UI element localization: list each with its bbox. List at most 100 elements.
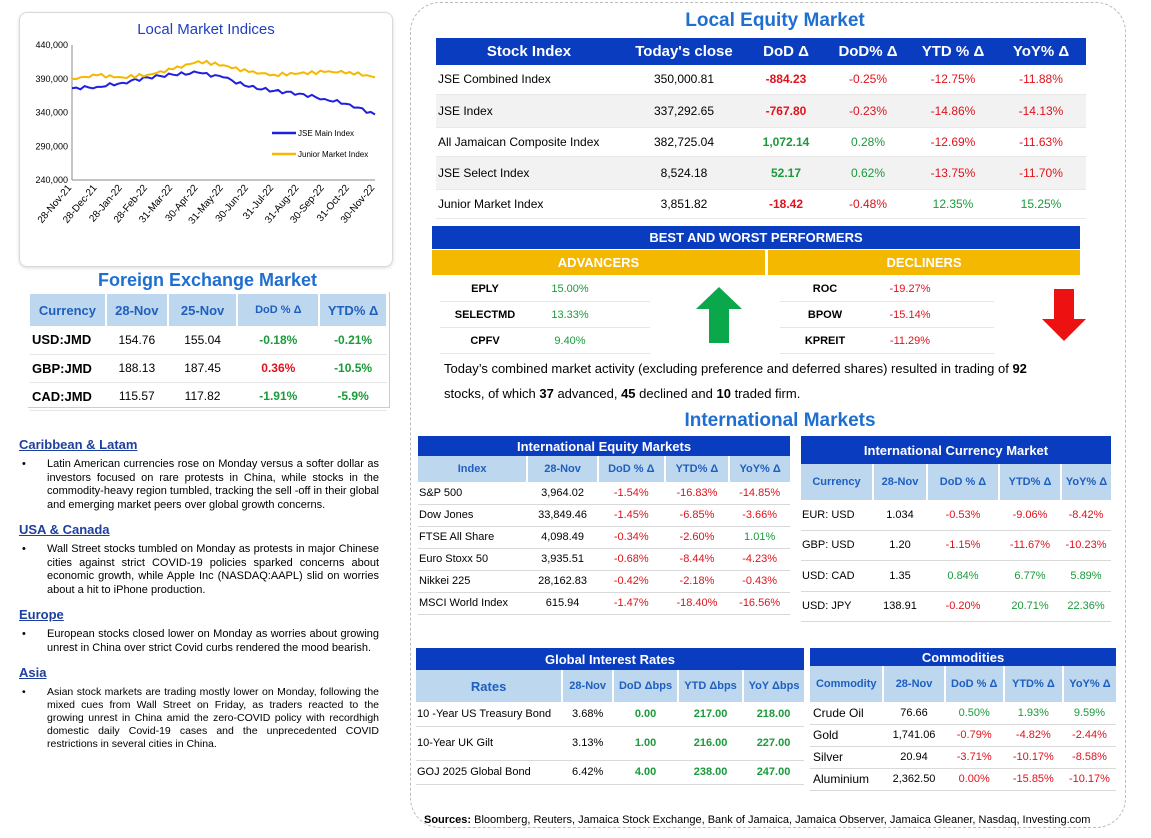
commodities-table: Commodities Commodity 28-Nov DoD % Δ YTD… <box>810 648 1116 791</box>
le-row: Junior Market Index 3,851.82 -18.42 -0.48% 1… <box>436 189 1086 218</box>
rates-ytd: 216.00 <box>678 726 744 761</box>
sources-line: Sources: Bloomberg, Reuters, Jamaica Sto… <box>424 814 1090 826</box>
fx-pair: USD:JMD <box>30 326 106 355</box>
fx-ytd: -0.21% <box>319 326 387 355</box>
equity-dod: -1.45% <box>597 504 665 527</box>
le-header: Stock Index <box>436 38 622 65</box>
commodities-dod: 0.50% <box>944 702 1004 725</box>
news-heading[interactable]: Asia <box>19 665 47 680</box>
fx-header: 28-Nov <box>105 294 169 326</box>
le-row: JSE Combined Index 350,000.81 -884.23 -0.25… <box>436 65 1086 94</box>
rates-value: 3.13% <box>562 726 614 761</box>
performer-symbol: BPOW <box>807 308 843 321</box>
currency-dod: -0.53% <box>927 500 999 531</box>
rates-yoy: 247.00 <box>743 760 804 785</box>
commodities-header: YoY% Δ <box>1062 666 1116 702</box>
performer-change: 15.00% <box>551 282 589 295</box>
chart-title: Local Market Indices <box>137 21 275 38</box>
summary-text: advanced, <box>553 386 622 401</box>
intl-currency-header: 28-Nov <box>873 464 928 500</box>
series-line <box>71 59 376 81</box>
y-tick-label: 240,000 <box>35 175 68 185</box>
rates-value: 6.42% <box>562 760 614 785</box>
equity-row: Dow Jones 33,849.46 -1.45% -6.85% -3.66% <box>418 504 790 527</box>
rates-ytd: 238.00 <box>678 760 744 785</box>
fx-current: 154.76 <box>105 326 168 355</box>
equity-yoy: -0.43% <box>729 570 790 593</box>
summary-text: Today’s combined market activity (exclud… <box>444 361 1013 376</box>
currency-ytd: 6.77% <box>999 560 1061 592</box>
commodities-dod: -3.71% <box>944 746 1004 769</box>
commodities-row: Gold 1,741.06 -0.79% -4.82% -2.44% <box>810 724 1116 747</box>
rates-row: 10 -Year US Treasury Bond 3.68% 0.00 217.00… <box>416 702 804 727</box>
commodities-row: Aluminium 2,362.50 0.00% -15.85% -10.17% <box>810 768 1116 791</box>
intl-equity-table: International Equity Markets Index 28-No… <box>418 436 790 615</box>
equity-row: Nikkei 225 28,162.83 -0.42% -2.18% -0.43% <box>418 570 790 593</box>
currency-row: EUR: USD 1.034 -0.53% -9.06% -8.42% <box>801 500 1111 531</box>
le-yoy: -11.63% <box>1019 134 1063 149</box>
equity-value: 4,098.49 <box>527 526 598 549</box>
equity-row: FTSE All Share 4,098.49 -0.34% -2.60% 1.01% <box>418 526 790 549</box>
commodities-name: Aluminium <box>810 768 884 791</box>
news-heading[interactable]: Europe <box>19 607 64 622</box>
equity-ytd: -18.40% <box>664 592 730 615</box>
commodities-yoy: 9.59% <box>1062 702 1116 725</box>
le-dod: -767.80 <box>765 103 807 118</box>
news-heading[interactable]: USA & Canada <box>19 522 110 537</box>
equity-ytd: -2.60% <box>664 526 730 549</box>
equity-dod: -0.42% <box>597 570 665 593</box>
y-tick-label: 440,000 <box>35 40 68 50</box>
news-heading[interactable]: Caribbean & Latam <box>19 437 138 452</box>
fx-pair: CAD:JMD <box>30 382 106 411</box>
le-close: 337,292.65 <box>653 103 715 118</box>
commodities-row: Silver 20.94 -3.71% -10.17% -8.58% <box>810 746 1116 769</box>
equity-dod: -0.34% <box>597 526 665 549</box>
performer-change: 9.40% <box>554 334 586 347</box>
advancer-row: EPLY 15.00% <box>440 276 650 302</box>
commodities-value: 76.66 <box>883 702 945 725</box>
le-dod: 1,072.14 <box>762 134 810 149</box>
currency-value: 1.034 <box>873 500 927 531</box>
interest-rates-table: Global Interest Rates Rates 28-Nov DoD Δ… <box>416 648 804 785</box>
le-index-name: JSE Select Index <box>438 165 530 180</box>
rates-name: 10 -Year US Treasury Bond <box>416 702 563 727</box>
rates-header: YoY Δbps <box>743 670 804 702</box>
rates-row: GOJ 2025 Global Bond 6.42% 4.00 238.00 247.0… <box>416 760 804 785</box>
commodities-yoy: -8.58% <box>1062 746 1116 769</box>
fx-header: 25-Nov <box>167 294 239 326</box>
rates-header: DoD Δbps <box>613 670 680 702</box>
equity-name: MSCI World Index <box>418 592 528 615</box>
le-ytd: 12.35% <box>932 196 974 211</box>
commodities-ytd: -15.85% <box>1003 768 1063 791</box>
performer-change: -19.27% <box>889 282 931 295</box>
fx-header: DoD % Δ <box>237 294 321 326</box>
commodities-row: Crude Oil 76.66 0.50% 1.93% 9.59% <box>810 702 1116 725</box>
fx-current: 115.57 <box>105 382 168 411</box>
currency-value: 1.20 <box>873 530 927 561</box>
equity-value: 615.94 <box>527 592 598 615</box>
summary-advanced-count: 37 <box>539 386 554 401</box>
local-equity-title: Local Equity Market <box>685 10 865 31</box>
news-text: Asian stock markets are trading mostly l… <box>19 686 379 751</box>
rates-header: 28-Nov <box>562 670 615 702</box>
intl-equity-header: DoD % Δ <box>597 456 666 482</box>
summary-declined-count: 45 <box>621 386 636 401</box>
fx-row: GBP:JMD 188.13 187.45 0.36% -10.5% <box>30 354 387 383</box>
right-panel-frame <box>410 2 1126 828</box>
commodities-dod: 0.00% <box>944 768 1004 791</box>
fx-ytd: -5.9% <box>319 382 387 411</box>
equity-ytd: -16.83% <box>664 482 730 505</box>
equity-dod: -1.54% <box>597 482 665 505</box>
decliner-row: BPOW -15.14% <box>780 302 994 328</box>
currency-row: GBP: USD 1.20 -1.15% -11.67% -10.23% <box>801 530 1111 561</box>
le-yoy: -11.88% <box>1019 72 1063 87</box>
rates-yoy: 227.00 <box>743 726 804 761</box>
le-yoy: 15.25% <box>1020 196 1062 211</box>
intl-currency-header: YTD% Δ <box>999 464 1062 500</box>
commodities-ytd: -10.17% <box>1003 746 1063 769</box>
le-index-name: JSE Combined Index <box>438 72 551 87</box>
le-row: All Jamaican Composite Index 382,725.04 1,… <box>436 127 1086 156</box>
le-header: YoY% Δ <box>996 38 1086 65</box>
equity-yoy: 1.01% <box>729 526 790 549</box>
equity-yoy: -14.85% <box>729 482 790 505</box>
